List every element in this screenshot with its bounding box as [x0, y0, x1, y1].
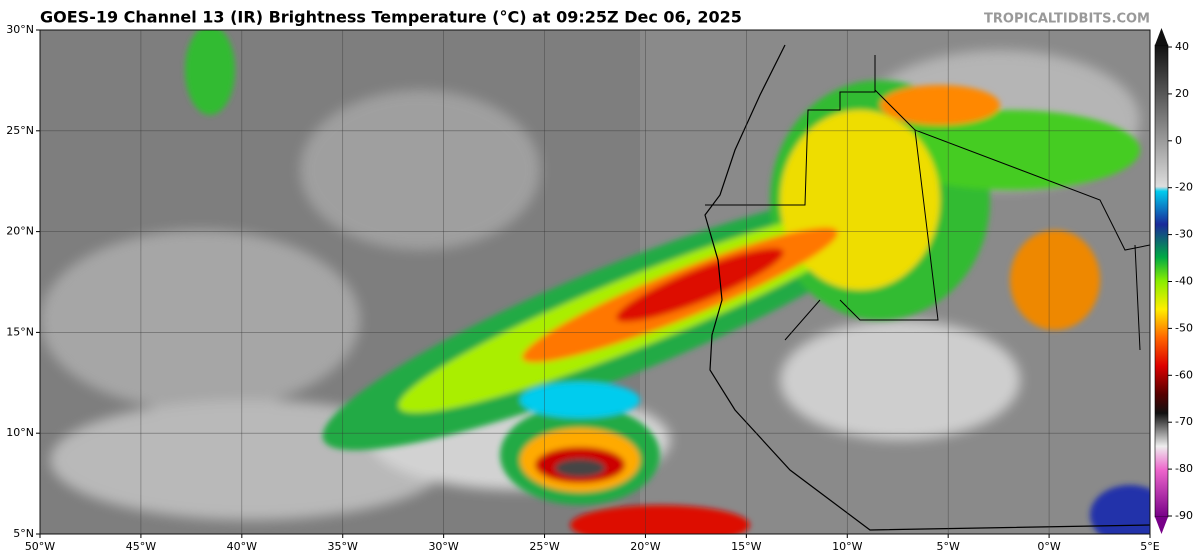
- credit: TROPICALTIDBITS.COM: [984, 12, 1150, 27]
- x-tick-label: 50°W: [25, 540, 55, 553]
- x-tick-label: 15°W: [731, 540, 761, 553]
- x-tick-label: 5°W: [936, 540, 959, 553]
- colorbar-tick-label: -20: [1175, 181, 1193, 194]
- x-tick-label: 0°W: [1037, 540, 1060, 553]
- colorbar-tick-label: -50: [1175, 321, 1193, 334]
- colorbar-extend: [1155, 517, 1168, 534]
- colorbar-tick-label: 0: [1175, 134, 1182, 147]
- colorbar-tick-label: -90: [1175, 509, 1193, 522]
- y-tick-label: 10°N: [6, 426, 34, 439]
- x-tick-label: 20°W: [630, 540, 660, 553]
- colorbar-extend: [1155, 28, 1168, 45]
- x-tick-label: 40°W: [227, 540, 257, 553]
- colorbar-tick-label: -40: [1175, 275, 1193, 288]
- colorbar-tick-label: -80: [1175, 462, 1193, 475]
- x-tick-label: 5°E: [1140, 540, 1159, 553]
- y-tick-label: 5°N: [13, 527, 34, 540]
- x-tick-label: 30°W: [428, 540, 458, 553]
- x-tick-label: 10°W: [832, 540, 862, 553]
- colorbar-tick-label: 40: [1175, 40, 1189, 53]
- x-tick-label: 45°W: [126, 540, 156, 553]
- colorbar-tick-label: -70: [1175, 415, 1193, 428]
- colorbar-tick-label: -60: [1175, 368, 1193, 381]
- colorbar-tick-label: -30: [1175, 228, 1193, 241]
- y-tick-label: 20°N: [6, 225, 34, 238]
- y-tick-label: 25°N: [6, 124, 34, 137]
- title: GOES-19 Channel 13 (IR) Brightness Tempe…: [40, 8, 742, 27]
- colorbar-tick-label: 20: [1175, 87, 1189, 100]
- x-tick-label: 35°W: [328, 540, 358, 553]
- y-tick-label: 15°N: [6, 325, 34, 338]
- imagery: [40, 30, 1150, 534]
- x-tick-label: 25°W: [529, 540, 559, 553]
- colorbar: [1154, 44, 1169, 518]
- y-tick-label: 30°N: [6, 23, 34, 36]
